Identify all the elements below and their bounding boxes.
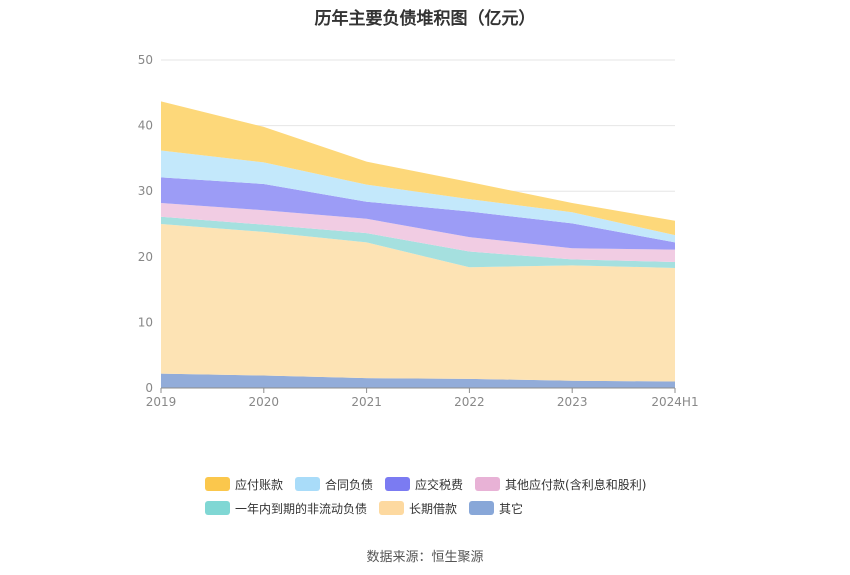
y-tick-label: 30 <box>138 184 153 198</box>
legend-label: 其他应付款(含利息和股利) <box>505 477 647 492</box>
legend-label: 其它 <box>499 501 524 516</box>
y-tick-label: 40 <box>138 119 153 133</box>
area-合同负债 <box>161 150 675 243</box>
y-tick-label: 20 <box>138 250 153 264</box>
legend-item[interactable]: 应付账款 <box>205 476 283 493</box>
area-应交税费 <box>161 177 675 250</box>
x-tick-label: 2019 <box>146 395 177 409</box>
area-长期借款 <box>161 224 675 382</box>
x-axis <box>160 387 676 393</box>
legend-swatch <box>295 477 321 491</box>
legend-item[interactable]: 长期借款 <box>379 500 457 517</box>
x-axis-tick-labels: 2019 2020 2021 2022 2023 2024H1 <box>146 395 699 409</box>
y-axis-tick-labels: 0 10 20 30 40 50 <box>138 53 153 395</box>
x-tick-label: 2023 <box>557 395 588 409</box>
legend-swatch <box>475 477 501 491</box>
legend-swatch <box>205 477 230 491</box>
legend-label: 长期借款 <box>409 501 458 516</box>
legend-item[interactable]: 其它 <box>469 500 523 517</box>
legend-row: 应付账款 合同负债 应交税费 其他应付款(含利息和股利) <box>205 472 665 496</box>
legend-swatch <box>385 477 411 491</box>
y-tick-label: 50 <box>138 53 153 67</box>
legend-item[interactable]: 一年内到期的非流动负债 <box>205 500 367 517</box>
area-其他应付款(含利息和股利) <box>161 203 675 263</box>
legend-item[interactable]: 应交税费 <box>385 476 463 493</box>
area-应付账款 <box>161 101 675 236</box>
source-text: 数据来源：恒生聚源 <box>366 550 484 565</box>
legend-label: 应付账款 <box>235 477 284 492</box>
x-tick-label: 2024H1 <box>651 395 698 409</box>
legend-item[interactable]: 其他应付款(含利息和股利) <box>475 476 646 493</box>
chart-title: 历年主要负债堆积图（亿元） <box>314 9 536 29</box>
legend-label: 一年内到期的非流动负债 <box>235 501 368 516</box>
y-tick-label: 10 <box>138 315 153 329</box>
area-一年内到期的非流动负债 <box>161 216 675 268</box>
x-tick-label: 2020 <box>249 395 280 409</box>
legend-label: 应交税费 <box>415 477 464 492</box>
legend-item[interactable]: 合同负债 <box>295 476 373 493</box>
legend-swatch <box>205 501 230 515</box>
legend-label: 合同负债 <box>325 477 374 492</box>
legend-swatch <box>469 501 495 515</box>
legend: 应付账款 合同负债 应交税费 其他应付款(含利息和股利) 一年内到期的非流动负债 长期借… <box>205 472 665 520</box>
x-tick-label: 2021 <box>351 395 382 409</box>
y-tick-label: 0 <box>145 381 153 395</box>
legend-row: 一年内到期的非流动负债 长期借款 其它 <box>205 496 665 520</box>
x-tick-label: 2022 <box>454 395 485 409</box>
area-其它 <box>161 373 675 388</box>
area-series <box>161 101 675 388</box>
legend-swatch <box>379 501 405 515</box>
